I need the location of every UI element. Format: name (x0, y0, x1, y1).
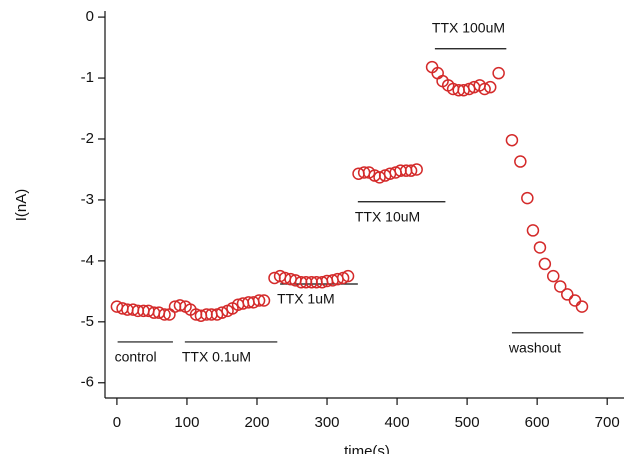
y-tick-label: -2 (81, 130, 94, 147)
y-tick-label: 0 (86, 8, 94, 25)
data-point (526, 224, 540, 237)
data-point (215, 306, 229, 319)
data-point (410, 163, 423, 176)
data-point (514, 155, 527, 168)
data-point (575, 300, 589, 313)
condition-label: washout (508, 339, 561, 355)
data-point (252, 294, 266, 307)
data-point (478, 82, 491, 96)
x-tick-label: 500 (455, 414, 480, 431)
y-tick-label: -6 (81, 374, 94, 391)
data-point (547, 269, 560, 283)
data-point (505, 133, 519, 147)
data-point (521, 191, 534, 205)
y-tick-label: -1 (81, 69, 94, 86)
y-tick-label: -4 (81, 252, 94, 269)
data-point (568, 294, 582, 307)
x-tick-label: 0 (113, 414, 121, 431)
data-point (483, 80, 497, 94)
x-tick-label: 200 (244, 414, 269, 431)
x-tick-label: 600 (525, 414, 550, 431)
condition-label: TTX 1uM (277, 291, 335, 307)
data-point (341, 269, 355, 283)
condition-label: TTX 0.1uM (182, 349, 251, 365)
x-tick-label: 100 (174, 414, 199, 431)
condition-label: TTX 10uM (355, 208, 420, 224)
data-point (554, 280, 567, 293)
data-point (492, 66, 505, 80)
x-axis-label: time(s) (344, 443, 390, 454)
data-point (173, 299, 187, 312)
data-point (257, 294, 271, 307)
y-tick-label: -3 (81, 191, 94, 208)
data-point (533, 241, 547, 254)
data-point (404, 164, 418, 177)
condition-label: control (115, 349, 157, 365)
x-tick-label: 700 (595, 414, 620, 431)
condition-label: TTX 100uM (432, 19, 505, 35)
x-tick-label: 400 (385, 414, 410, 431)
data-point (561, 288, 574, 301)
data-point (538, 257, 552, 271)
y-tick-label: -5 (81, 313, 94, 330)
x-tick-label: 300 (315, 414, 340, 431)
data-point (158, 308, 171, 321)
y-axis-label: I(nA) (13, 189, 30, 222)
